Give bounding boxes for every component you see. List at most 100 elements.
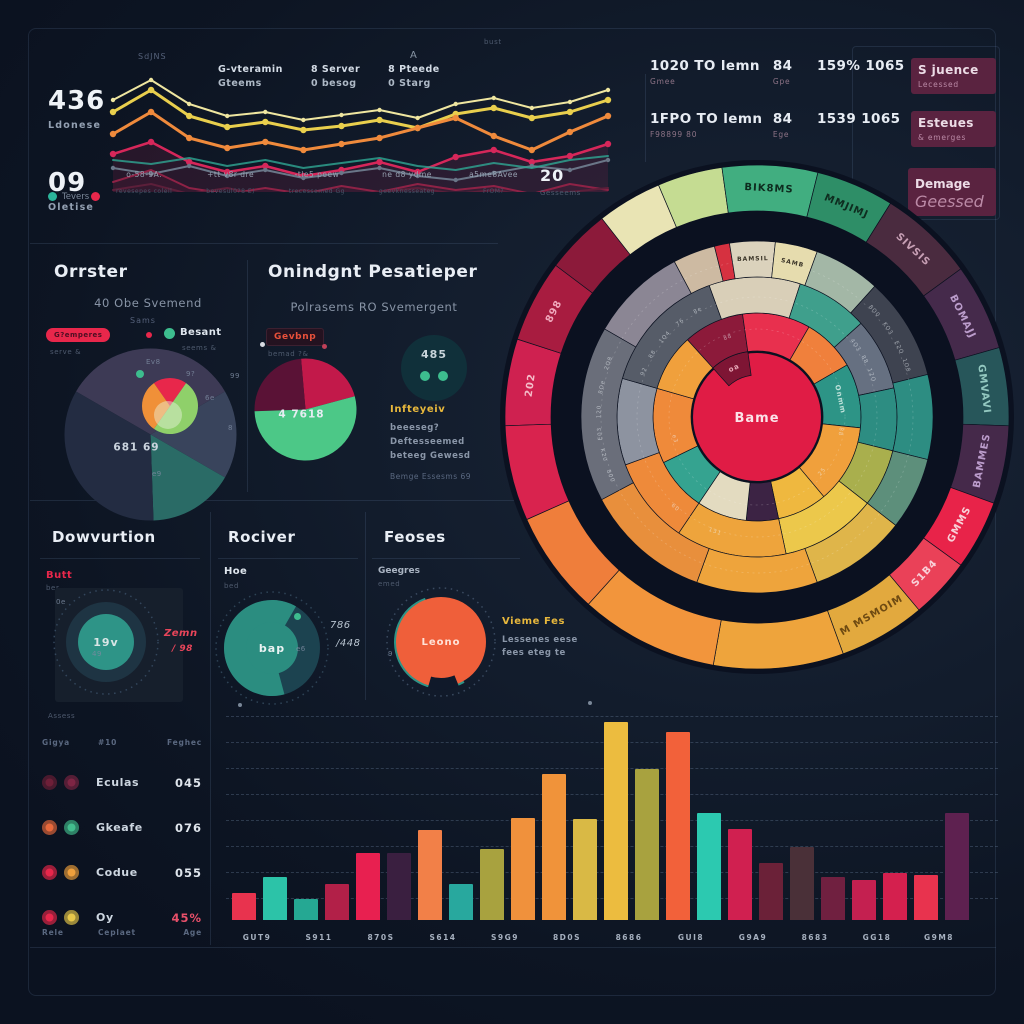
bar <box>635 769 659 920</box>
svg-text:19v: 19v <box>93 636 118 649</box>
bar-x-labels: GUT9 S911 870S S614 S9G9 8D0S 8686 GUI8 G9A9 8683… <box>226 933 998 942</box>
legend-row-label: Eculas <box>96 776 140 789</box>
gauge-side-value: Zemn <box>164 628 198 639</box>
gauge-side-value: 786 <box>330 620 351 631</box>
legend-dot-icon <box>64 910 79 925</box>
bar-x-label: GUI8 <box>677 933 705 942</box>
divider <box>247 260 248 492</box>
incident-line: beteeg Gewesd <box>390 451 471 461</box>
bar-x-label: S9G9 <box>491 933 519 942</box>
rociver-gauge: bap <box>215 591 329 705</box>
panel-title-feoses: Feoses <box>384 528 446 546</box>
badge-red[interactable]: G?emperes <box>46 328 111 342</box>
bar-x-label: G9M8 <box>923 933 955 942</box>
trend-line-chart <box>109 77 612 192</box>
badge-sublabel: Geessed <box>915 192 984 211</box>
svg-text:E2O: E2O <box>893 340 905 355</box>
deco-text: 0e <box>56 598 66 606</box>
footer-label: Rele <box>42 928 64 937</box>
legend-table-row[interactable]: Gkeafe 076 <box>42 805 202 850</box>
stat-block-2: 09 Oletise <box>48 168 94 213</box>
badge-green[interactable]: Besant <box>180 327 222 338</box>
summary-cell: 1539 1065 <box>816 111 901 127</box>
svg-text:Leono: Leono <box>421 637 460 648</box>
incident-line: beeeseg? <box>390 423 440 433</box>
bar <box>821 877 845 920</box>
svg-text:681 69: 681 69 <box>113 442 159 454</box>
svg-text:K20: K20 <box>599 448 608 463</box>
bar <box>232 893 256 920</box>
stat-value: 485 <box>421 348 447 361</box>
svg-text:8e: 8e <box>693 306 704 316</box>
deco-text: 9? <box>186 370 196 378</box>
badge-green-sub: seems & <box>182 344 217 352</box>
bar <box>852 880 876 920</box>
deco-text: 8 <box>228 424 233 432</box>
svg-text:76: 76 <box>675 317 686 327</box>
summary-stats-panel: 1020 TO lemn Gmee 84 Gpe 159% 1065 S juence Le… <box>650 58 996 164</box>
bar <box>325 884 349 920</box>
bars-group <box>232 722 969 920</box>
summary-cell: 159% 1065 <box>816 58 905 74</box>
panel-title-dowvurtion: Dowvurtion <box>52 528 156 546</box>
orrster-pie-small <box>142 378 198 434</box>
legend-table-row[interactable]: Eculas 045 <box>42 760 202 805</box>
bar-x-label: GG18 <box>862 933 892 942</box>
green-dot-icon <box>420 371 430 381</box>
deco-text: 9 <box>388 650 393 658</box>
x-tick-group: +tt v8r dre bevesul0?8 E) <box>206 170 255 195</box>
summary-row: 1020 TO lemn Gmee 84 Gpe 159% 1065 S juence Le… <box>650 58 996 94</box>
panel-title-incident: Onindgnt Pesatieper <box>268 262 478 282</box>
badge-gevbnp[interactable]: Gevbnp <box>266 328 325 346</box>
legend-table-rows: Eculas 045 Gkeafe 076 Codue 055 Oy 45% <box>42 760 202 940</box>
deco-text: e9 <box>152 470 162 478</box>
svg-text:131: 131 <box>708 527 723 537</box>
red-dot-icon <box>322 344 327 349</box>
column-header: #10 <box>98 738 118 747</box>
legend-table-row[interactable]: Oy 45% <box>42 895 202 940</box>
incident-pie-chart: 4 7618 <box>254 358 357 461</box>
stat-label: Ldonese <box>48 120 102 131</box>
gauge-sublabel: ber <box>46 584 60 592</box>
badge-red-sub: serve & <box>50 348 82 356</box>
svg-text:1O8: 1O8 <box>901 358 911 374</box>
panel-subtitle: Polrasems RO Svemergent <box>290 300 458 314</box>
chart-mini-title-3: bust <box>484 38 502 46</box>
legend-dots <box>42 820 96 835</box>
bar-x-label: 8D0S <box>552 933 582 942</box>
svg-text:800: 800 <box>605 469 616 484</box>
status-badge[interactable]: S juence Lecessed <box>911 58 996 94</box>
divider <box>30 243 498 244</box>
chart-mini-title-2: A <box>410 50 417 61</box>
footer-label: Age <box>183 928 202 937</box>
legend-row-value: 45% <box>171 910 202 925</box>
deco-text: 6e <box>205 394 215 402</box>
svg-text:Bame: Bame <box>734 411 779 426</box>
svg-text:BAMSIL: BAMSIL <box>737 255 769 263</box>
status-badge[interactable]: Esteues & emerges <box>911 111 996 147</box>
bar-x-label: S614 <box>429 933 457 942</box>
gauge-side-value: /448 <box>336 638 361 649</box>
svg-text:92: 92 <box>640 366 649 377</box>
stat-block-3: 20 Gesseems <box>540 166 581 197</box>
svg-text:4 7618: 4 7618 <box>278 409 324 421</box>
legend-table-row[interactable]: Codue 055 <box>42 850 202 895</box>
svg-text:bap: bap <box>259 642 285 655</box>
column-header: Gigya <box>42 738 71 747</box>
divider <box>372 558 520 559</box>
bar <box>666 732 690 920</box>
panel-title-orrster: Orrster <box>54 262 128 282</box>
bar-x-label: S911 <box>305 933 333 942</box>
gauge-label: Butt <box>46 570 73 581</box>
deco-text: 49 <box>92 650 102 658</box>
bar <box>294 899 318 920</box>
chart-mini-title: SdJNS <box>138 52 167 61</box>
divider <box>40 558 200 559</box>
gauge-sublabel: emed <box>378 580 401 588</box>
divider <box>645 74 646 162</box>
summary-cell: 1FPO TO lemn F98899 80 <box>650 111 763 139</box>
green-dot-icon <box>438 371 448 381</box>
trend-x-axis: o-58-9A. revesepes coleil +tt v8r dre beves… <box>116 170 518 195</box>
summary-cell: 1020 TO lemn Gmee <box>650 58 760 86</box>
